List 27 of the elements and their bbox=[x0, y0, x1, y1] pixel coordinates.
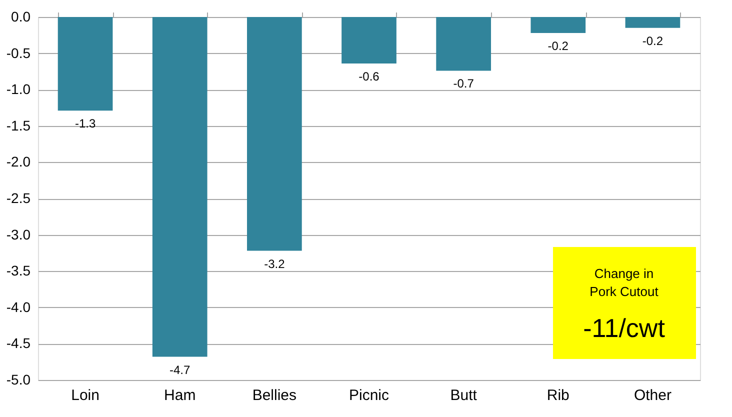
y-tick-label: -2.5 bbox=[6, 190, 31, 206]
x-tick-label: Picnic bbox=[348, 387, 390, 404]
data-label: -3.2 bbox=[264, 256, 286, 271]
x-tick-label: Loin bbox=[71, 387, 100, 404]
y-tick-label: -1.0 bbox=[6, 81, 31, 98]
data-label: -4.7 bbox=[170, 362, 191, 377]
y-tick-label: -3.0 bbox=[6, 226, 31, 242]
y-tick-label: -0.5 bbox=[6, 44, 31, 61]
y-tick-label: -1.5 bbox=[6, 117, 31, 134]
data-label: -0.7 bbox=[453, 76, 474, 91]
y-tick-label: -5.0 bbox=[6, 372, 31, 388]
x-tick-label: Other bbox=[634, 387, 672, 404]
x-tick-label: Ham bbox=[164, 387, 196, 404]
y-tick-label: -3.5 bbox=[6, 262, 31, 279]
y-tick-label: -4.0 bbox=[6, 298, 31, 315]
y-tick-label: -2.0 bbox=[6, 154, 31, 170]
data-label: -1.3 bbox=[74, 116, 96, 131]
annotation: -11/cwt bbox=[583, 313, 666, 343]
x-tick-label: Butt bbox=[450, 387, 478, 404]
annotation: Change in Pork Cutout bbox=[590, 266, 659, 300]
data-label: -0.2 bbox=[642, 34, 664, 48]
data-label: -0.2 bbox=[548, 38, 569, 53]
data-label: -0.6 bbox=[358, 69, 380, 84]
y-tick-label: -4.5 bbox=[6, 335, 31, 352]
x-tick-label: Rib bbox=[546, 387, 570, 404]
y-tick-label: 0.0 bbox=[11, 8, 31, 24]
x-tick-label: Bellies bbox=[252, 387, 297, 404]
